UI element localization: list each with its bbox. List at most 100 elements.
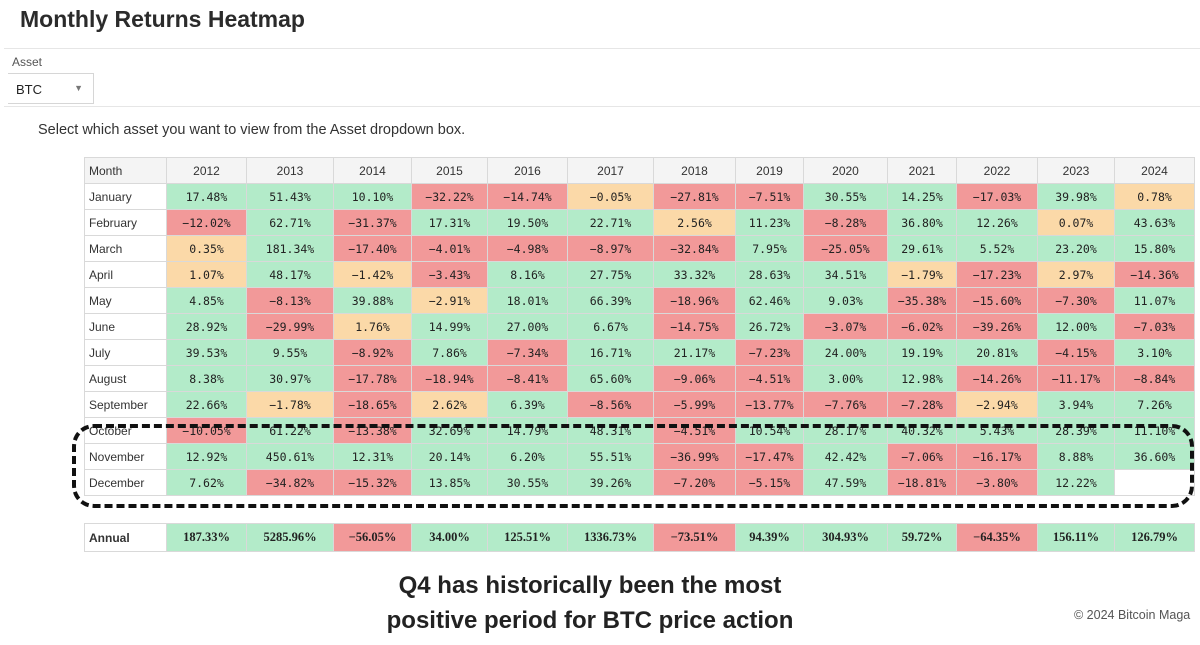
heatmap-cell: 12.22% <box>1037 469 1115 496</box>
heatmap-cell: 20.14% <box>411 443 488 470</box>
heatmap-cell: −73.51% <box>653 523 736 552</box>
row-label: April <box>84 261 167 288</box>
heatmap-cell: −4.15% <box>1037 339 1115 366</box>
spacer-cell <box>567 495 654 524</box>
heatmap-cell: 11.23% <box>735 209 804 236</box>
heatmap-cell: 36.60% <box>1114 443 1195 470</box>
heatmap-cell: −4.98% <box>487 235 568 262</box>
heatmap-cell: 18.01% <box>487 287 568 314</box>
heatmap-cell: 7.26% <box>1114 391 1195 418</box>
heatmap-cell: 1.76% <box>333 313 412 340</box>
heatmap-cell: −18.65% <box>333 391 412 418</box>
spacer-cell <box>803 495 888 524</box>
row-label: January <box>84 183 167 210</box>
heatmap-cell: 3.94% <box>1037 391 1115 418</box>
year-header-2021: 2021 <box>887 157 957 184</box>
heatmap-cell: −14.26% <box>956 365 1038 392</box>
asset-dropdown[interactable]: BTC ▼ <box>8 73 94 104</box>
heatmap-cell: 39.88% <box>333 287 412 314</box>
heatmap-cell: −14.36% <box>1114 261 1195 288</box>
heatmap-cell: −10.05% <box>166 417 247 444</box>
spacer-cell <box>653 495 736 524</box>
heatmap-cell: 39.98% <box>1037 183 1115 210</box>
month-column-header: Month <box>84 157 167 184</box>
heatmap-cell: 0.78% <box>1114 183 1195 210</box>
heatmap-cell: 4.85% <box>166 287 247 314</box>
heatmap-cell: 19.19% <box>887 339 957 366</box>
year-header-2012: 2012 <box>166 157 247 184</box>
heatmap-cell: −18.81% <box>887 469 957 496</box>
heatmap-cell: 30.97% <box>246 365 334 392</box>
heatmap-cell: 10.54% <box>735 417 804 444</box>
heatmap-cell: 39.53% <box>166 339 247 366</box>
table-row-december: December 7.62% −34.82% −15.32% 13.85% 30.55% 3… <box>84 469 1195 496</box>
row-label: October <box>84 417 167 444</box>
heatmap-cell: −8.56% <box>567 391 654 418</box>
heatmap-cell: 34.51% <box>803 261 888 288</box>
table-row-march: March 0.35% 181.34% −17.40% −4.01% −4.98% −8.9… <box>84 235 1195 262</box>
heatmap-cell: −2.94% <box>956 391 1038 418</box>
heatmap-cell: 66.39% <box>567 287 654 314</box>
heatmap-cell: 7.62% <box>166 469 247 496</box>
heatmap-cell: 8.16% <box>487 261 568 288</box>
heatmap-cell: −8.28% <box>803 209 888 236</box>
heatmap-cell: 19.50% <box>487 209 568 236</box>
heatmap-cell: 15.80% <box>1114 235 1195 262</box>
spacer-cell <box>956 495 1038 524</box>
spacer-cell <box>1114 495 1195 524</box>
heatmap-cell: 8.88% <box>1037 443 1115 470</box>
caption-line-1: Q4 has historically been the most <box>398 572 782 599</box>
instructions-text: Select which asset you want to view from… <box>38 122 466 138</box>
heatmap-cell: −8.84% <box>1114 365 1195 392</box>
table-row-september: September 22.66% −1.78% −18.65% 2.62% 6.39% −8… <box>84 391 1195 418</box>
spacer-cell <box>333 495 412 524</box>
heatmap-cell: 9.55% <box>246 339 334 366</box>
heatmap-cell: 5.43% <box>956 417 1038 444</box>
table-row-june: June 28.92% −29.99% 1.76% 14.99% 27.00% 6.67% −… <box>84 313 1195 340</box>
heatmap-cell: −15.60% <box>956 287 1038 314</box>
table-row-february: February −12.02% 62.71% −31.37% 17.31% 19.50%… <box>84 209 1195 236</box>
heatmap-cell: −4.51% <box>653 417 736 444</box>
heatmap-cell: −5.15% <box>735 469 804 496</box>
heatmap-cell: −16.17% <box>956 443 1038 470</box>
asset-filter-panel: Asset BTC ▼ <box>4 48 1200 107</box>
heatmap-cell: 156.11% <box>1037 523 1115 552</box>
table-row-november: November 12.92% 450.61% 12.31% 20.14% 6.20% 55… <box>84 443 1195 470</box>
heatmap-cell: 30.55% <box>487 469 568 496</box>
table-row-october: October −10.05% 61.22% −13.38% 32.69% 14.79% 4… <box>84 417 1195 444</box>
heatmap-cell: 10.10% <box>333 183 412 210</box>
spacer-cell <box>246 495 334 524</box>
heatmap-cell: −17.40% <box>333 235 412 262</box>
heatmap-cell <box>1114 469 1195 496</box>
heatmap-cell: −25.05% <box>803 235 888 262</box>
heatmap-cell: 16.71% <box>567 339 654 366</box>
heatmap-cell: −4.51% <box>735 365 804 392</box>
table-row-annual: Annual 187.33% 5285.96% −56.05% 34.00% 125.51… <box>84 523 1195 552</box>
heatmap-cell: −9.06% <box>653 365 736 392</box>
heatmap-cell: 27.00% <box>487 313 568 340</box>
heatmap-cell: 0.35% <box>166 235 247 262</box>
heatmap-cell: 6.67% <box>567 313 654 340</box>
year-header-2022: 2022 <box>956 157 1038 184</box>
spacer-cell <box>887 495 957 524</box>
row-label: July <box>84 339 167 366</box>
row-label: December <box>84 469 167 496</box>
heatmap-cell: 39.26% <box>567 469 654 496</box>
heatmap-cell: 2.56% <box>653 209 736 236</box>
heatmap-cell: −1.42% <box>333 261 412 288</box>
row-label: February <box>84 209 167 236</box>
heatmap-cell: 7.95% <box>735 235 804 262</box>
heatmap-cell: 126.79% <box>1114 523 1195 552</box>
heatmap-cell: 12.00% <box>1037 313 1115 340</box>
heatmap-cell: −7.30% <box>1037 287 1115 314</box>
heatmap-cell: −8.97% <box>567 235 654 262</box>
table-row-april: April 1.07% 48.17% −1.42% −3.43% 8.16% 27.75% 3… <box>84 261 1195 288</box>
chevron-down-icon: ▼ <box>74 83 83 93</box>
heatmap-cell: −5.99% <box>653 391 736 418</box>
heatmap-cell: 12.92% <box>166 443 247 470</box>
heatmap-cell: 8.38% <box>166 365 247 392</box>
heatmap-cell: −13.77% <box>735 391 804 418</box>
table-spacer-row <box>84 495 1195 524</box>
heatmap-cell: 12.98% <box>887 365 957 392</box>
heatmap-cell: −0.05% <box>567 183 654 210</box>
